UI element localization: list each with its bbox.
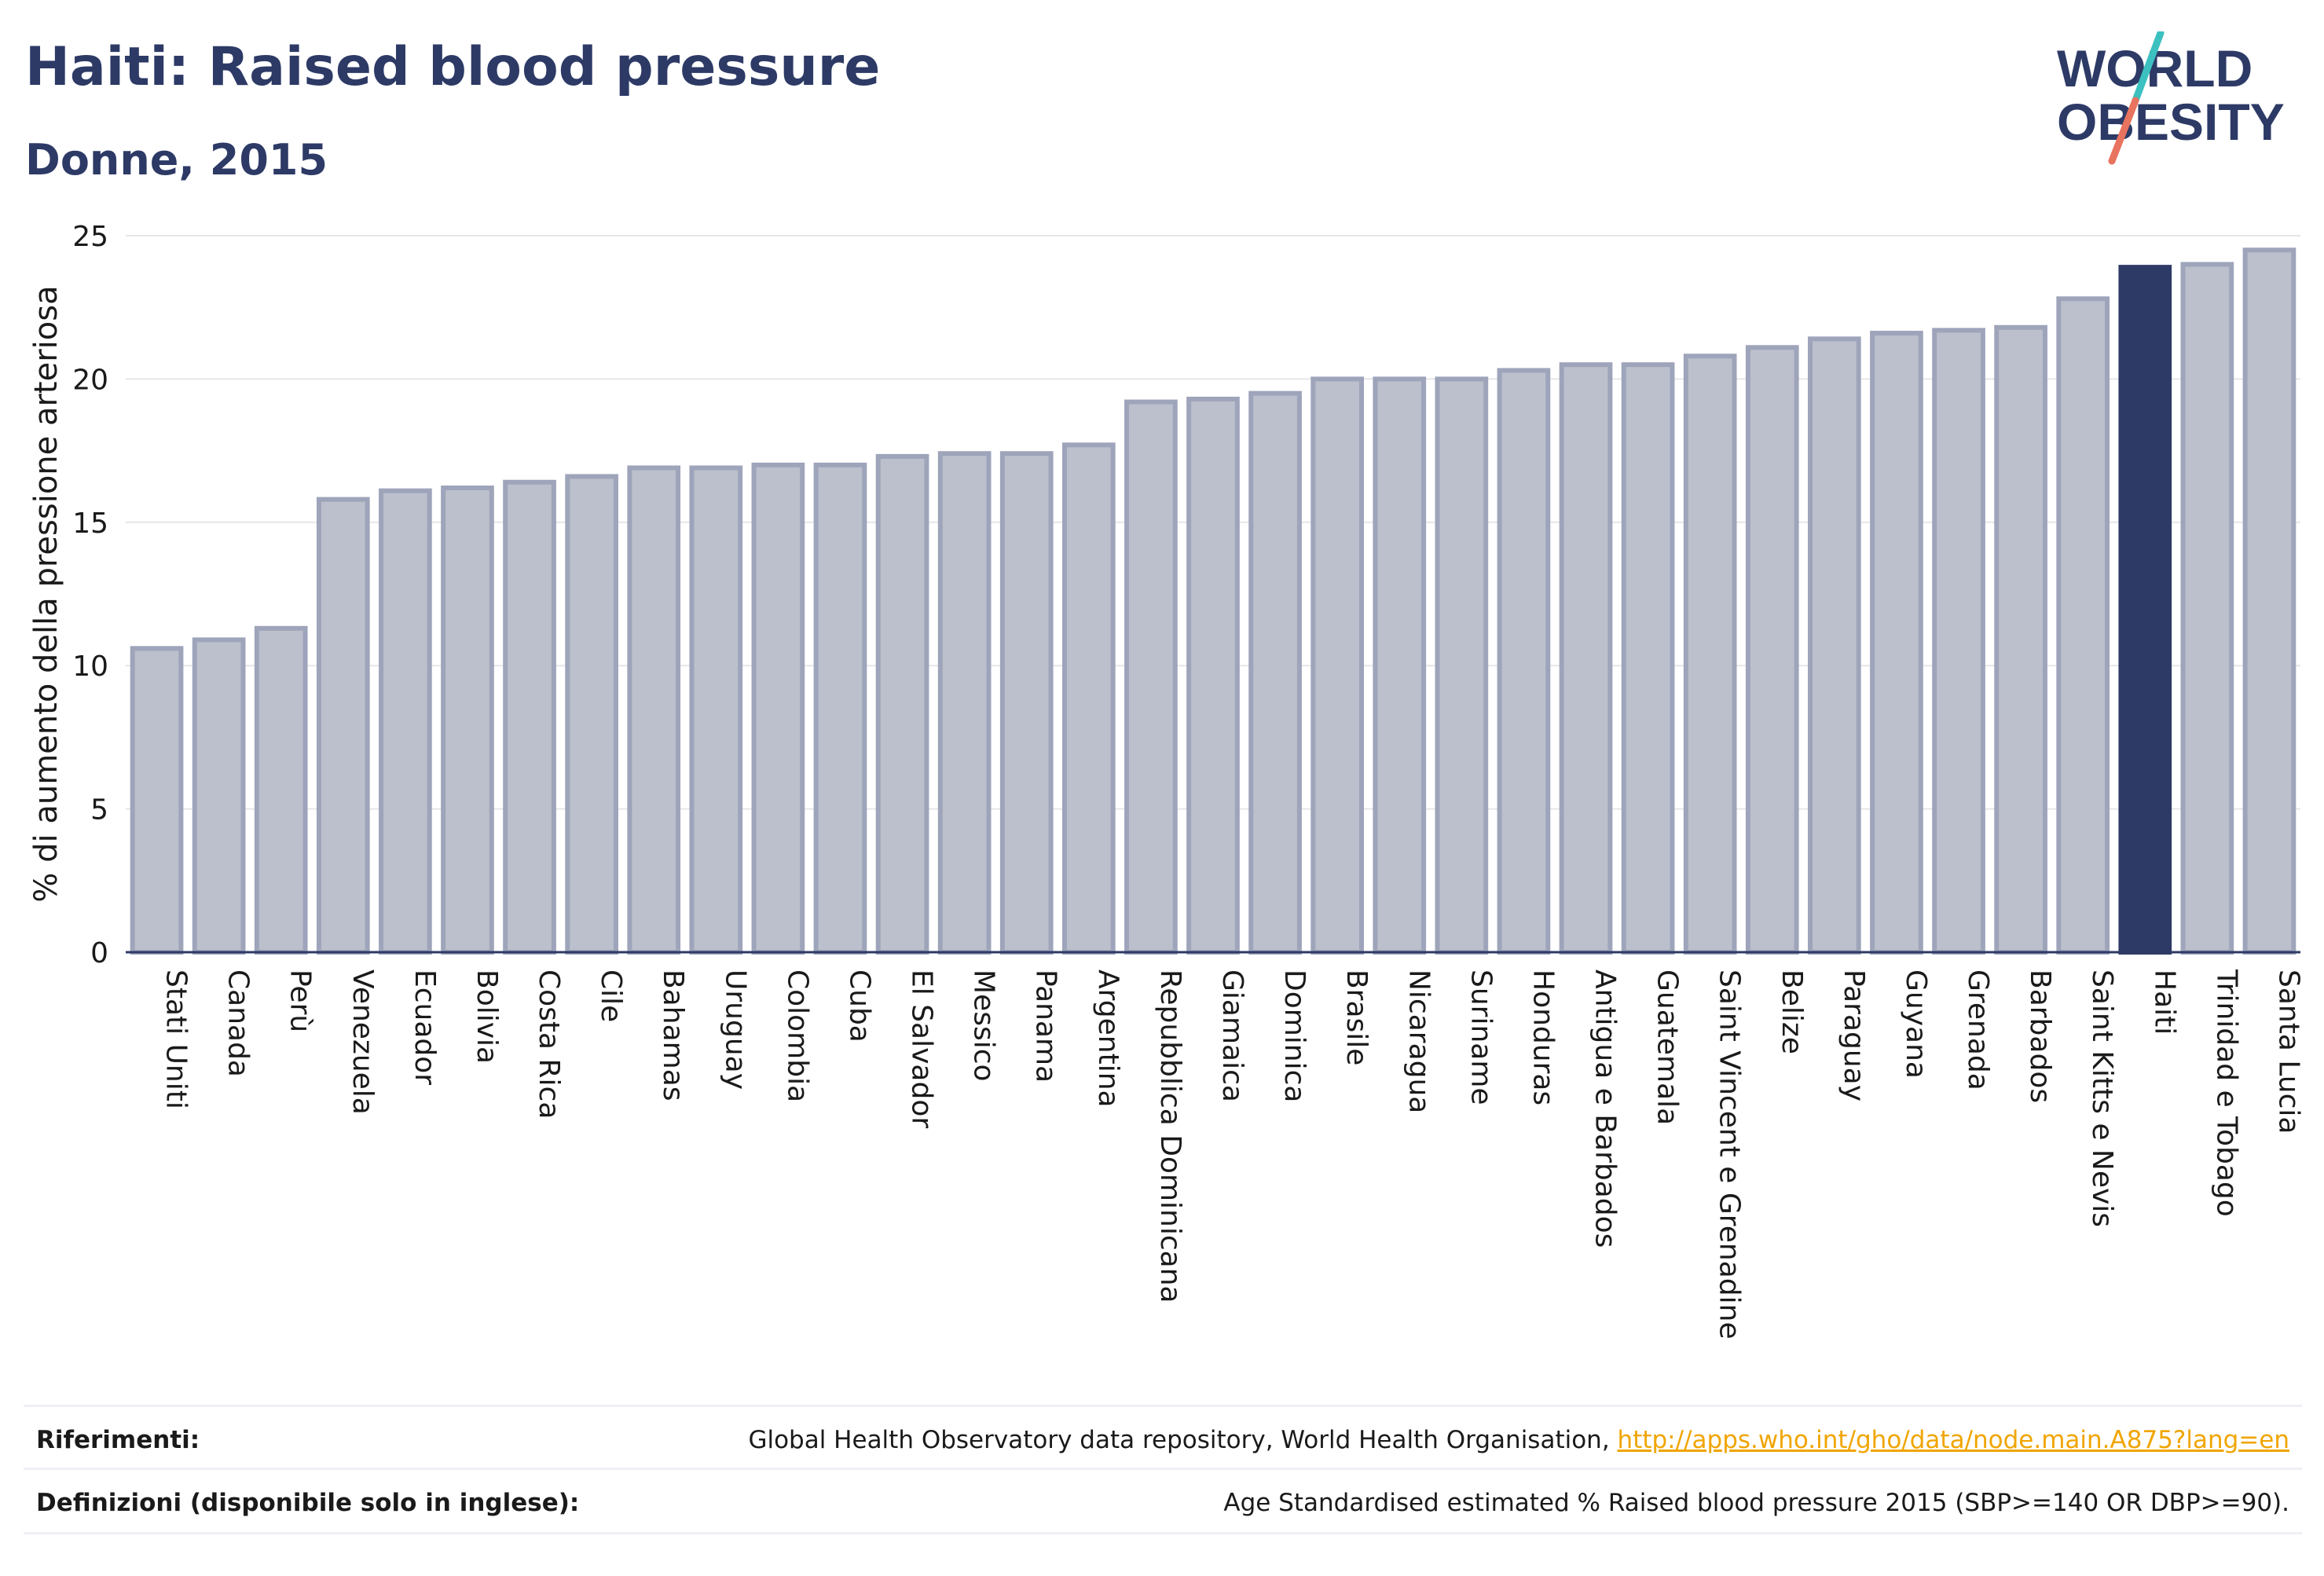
x-tick-label: Saint Kitts e Nevis	[2086, 969, 2118, 1227]
bar	[254, 625, 308, 955]
x-tick-label: Panama	[1030, 969, 1062, 1083]
bar	[1435, 376, 1489, 955]
bar	[2056, 296, 2110, 955]
x-tick-label: Suriname	[1464, 969, 1497, 1105]
x-tick-label: Dominica	[1278, 969, 1310, 1103]
x-tick-label: Santa Lucia	[2272, 969, 2304, 1134]
x-tick-label: Guyana	[1900, 969, 1932, 1079]
x-tick-label: Bolivia	[471, 969, 503, 1064]
bar	[1621, 362, 1675, 955]
x-tick-label: Messico	[968, 969, 1000, 1082]
bar	[689, 465, 743, 955]
x-tick-label: Barbados	[2024, 969, 2056, 1103]
x-tick-label: Paraguay	[1838, 969, 1870, 1101]
chart-subtitle: Donne, 2015	[25, 135, 328, 185]
bar	[875, 453, 929, 955]
y-axis-label: % di aumento della pressione arteriosa	[28, 285, 64, 902]
x-tick-label: Perù	[284, 969, 317, 1032]
references-link[interactable]: http://apps.who.int/gho/data/node.main.A…	[1617, 1426, 2289, 1454]
y-tick-label: 10	[72, 651, 108, 683]
bar	[1808, 336, 1861, 955]
bar	[316, 497, 370, 955]
references-label: Riferimenti:	[36, 1426, 200, 1454]
x-tick-label: Cile	[595, 969, 627, 1022]
bar	[1248, 390, 1302, 955]
bar	[565, 474, 618, 955]
y-tick-label: 5	[90, 794, 108, 826]
x-tick-label: Saint Vincent e Grenadine	[1714, 969, 1746, 1340]
x-tick-label: Cuba	[843, 969, 875, 1043]
y-tick-label: 25	[72, 221, 108, 253]
x-tick-label: Uruguay	[719, 969, 751, 1090]
bar	[1994, 324, 2047, 955]
x-tick-label: Colombia	[781, 969, 813, 1102]
bar	[2242, 247, 2297, 955]
bar	[130, 646, 184, 955]
bar	[1310, 376, 1365, 955]
bar	[1870, 331, 1923, 955]
bar	[1186, 396, 1240, 955]
bar-chart: 0 5 10 15 20 25 Stati Uniti Canada Perù Venezuela…	[28, 221, 2304, 1340]
x-tick-label: El Salvador	[906, 969, 938, 1128]
bar	[441, 486, 494, 955]
x-tick-label: Bahamas	[657, 969, 689, 1101]
bar	[1683, 354, 1737, 955]
bar	[751, 462, 805, 955]
footer-divider-middle	[24, 1468, 2302, 1470]
bar	[2180, 262, 2234, 955]
x-tick-label: Canada	[222, 969, 255, 1077]
logo-slash-teal	[2132, 31, 2165, 104]
footer-divider-top	[24, 1405, 2302, 1407]
references-text: Global Health Observatory data repositor…	[748, 1426, 2289, 1454]
bar	[1559, 362, 1613, 955]
bar	[999, 451, 1054, 955]
x-tick-label: Guatemala	[1651, 969, 1684, 1125]
x-tick-label: Argentina	[1092, 969, 1124, 1108]
x-tick-label: Belize	[1776, 969, 1808, 1054]
bar	[2118, 265, 2172, 955]
y-tick-label: 0	[90, 937, 108, 969]
world-obesity-logo: WORLD OBESITY	[2057, 31, 2285, 165]
bar	[1497, 368, 1551, 955]
bar	[1932, 328, 1985, 955]
x-tick-label: Repubblica Dominicana	[1154, 969, 1186, 1303]
bar	[379, 488, 432, 955]
bar	[937, 451, 992, 955]
definitions-label: Definizioni (disponibile solo in inglese…	[36, 1489, 580, 1517]
x-tick-label: Brasile	[1340, 969, 1373, 1065]
bar	[1745, 345, 1799, 955]
bar	[503, 479, 556, 955]
x-tick-label: Antigua e Barbados	[1589, 969, 1622, 1248]
references-source: Global Health Observatory data repositor…	[748, 1426, 1618, 1454]
bar	[813, 462, 867, 955]
x-tick-label: Grenada	[1962, 969, 1994, 1090]
bar	[192, 637, 246, 955]
chart-title: Haiti: Raised blood pressure	[25, 36, 881, 98]
logo-line2: OBESITY	[2057, 93, 2285, 151]
x-tick-label: Costa Rica	[533, 969, 565, 1119]
footer-divider-bottom	[24, 1532, 2302, 1534]
x-tick-label: Haiti	[2148, 969, 2180, 1035]
bar	[627, 465, 681, 955]
definitions-text: Age Standardised estimated % Raised bloo…	[1223, 1489, 2289, 1517]
x-tick-label: Giamaica	[1216, 969, 1248, 1102]
x-tick-label: Ecuador	[409, 969, 441, 1085]
bar	[1373, 376, 1427, 955]
x-tick-label: Nicaragua	[1402, 969, 1435, 1113]
logo-slash-coral	[2108, 97, 2139, 165]
bar	[1061, 442, 1116, 955]
x-tick-label: Stati Uniti	[160, 969, 192, 1109]
x-tick-label: Honduras	[1527, 969, 1559, 1105]
bar	[1124, 399, 1178, 955]
x-tick-label: Trinidad e Tobago	[2210, 969, 2242, 1217]
y-tick-label: 20	[72, 364, 108, 396]
y-tick-label: 15	[72, 508, 108, 540]
x-tick-label: Venezuela	[346, 969, 379, 1115]
